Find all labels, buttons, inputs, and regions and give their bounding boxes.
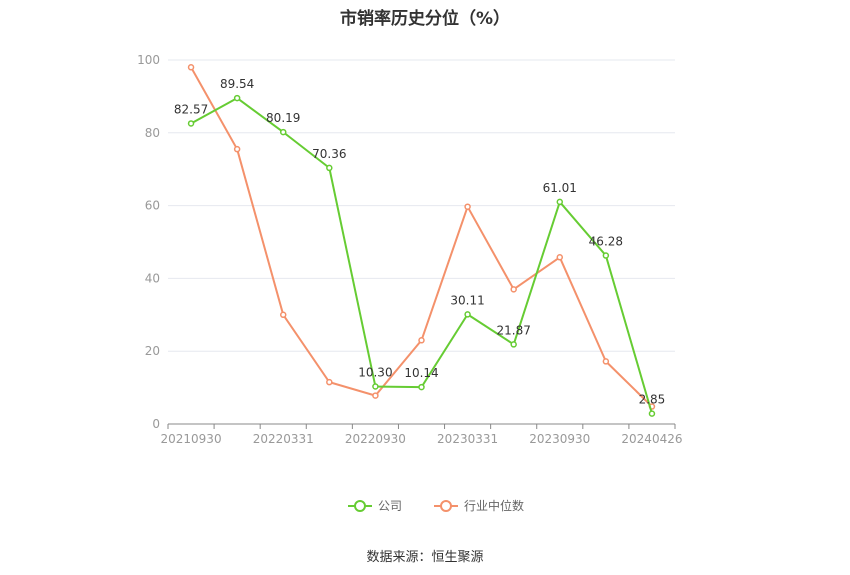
legend-label-0: 公司 <box>378 499 402 513</box>
data-point <box>556 198 564 206</box>
data-point <box>510 341 517 348</box>
series-line-1 <box>190 66 653 408</box>
x-tick-label: 20230331 <box>437 432 498 446</box>
legend-marker-0 <box>354 500 366 512</box>
data-source: 数据来源：恒生聚源 <box>366 550 484 565</box>
y-tick-label: 40 <box>145 271 160 285</box>
data-point <box>464 203 471 210</box>
data-point <box>648 410 656 417</box>
data-label: 46.28 <box>589 235 623 249</box>
data-label: 70.36 <box>312 147 346 161</box>
data-point <box>187 64 195 71</box>
data-point <box>326 164 333 172</box>
data-label: 30.11 <box>450 293 484 307</box>
data-point <box>602 358 610 365</box>
y-tick-label: 80 <box>145 126 160 140</box>
data-point <box>418 383 425 391</box>
x-tick-label: 20210930 <box>161 432 222 446</box>
x-tick-label: 20230930 <box>529 432 590 446</box>
x-tick-label: 20220930 <box>345 432 406 446</box>
y-tick-label: 0 <box>152 417 160 431</box>
data-point <box>464 311 471 318</box>
y-tick-label: 20 <box>145 344 160 358</box>
data-point <box>510 286 517 293</box>
data-label: 2.85 <box>639 393 666 407</box>
x-tick-label: 20220331 <box>253 432 314 446</box>
data-point <box>279 128 287 136</box>
data-label: 10.30 <box>358 366 392 380</box>
data-point <box>279 311 287 319</box>
data-point <box>372 383 379 390</box>
y-tick-label: 100 <box>137 53 160 67</box>
data-label: 82.57 <box>174 102 208 116</box>
data-point <box>233 94 241 102</box>
data-point <box>418 337 425 344</box>
data-label: 21.87 <box>497 323 531 337</box>
data-point <box>187 120 195 127</box>
data-point <box>602 252 610 259</box>
data-label: 89.54 <box>220 77 254 91</box>
y-tick-label: 60 <box>145 199 160 213</box>
data-label: 80.19 <box>266 111 300 125</box>
data-point <box>233 145 241 153</box>
data-label: 10.14 <box>404 366 438 380</box>
chart-title: 市销率历史分位（%） <box>339 9 511 29</box>
data-point <box>556 254 564 261</box>
legend-label-1: 行业中位数 <box>464 498 524 513</box>
data-point <box>326 378 333 386</box>
legend-marker-1 <box>440 500 452 512</box>
data-label: 61.01 <box>543 181 577 195</box>
x-tick-label: 20240426 <box>621 432 682 446</box>
data-point <box>372 392 379 399</box>
